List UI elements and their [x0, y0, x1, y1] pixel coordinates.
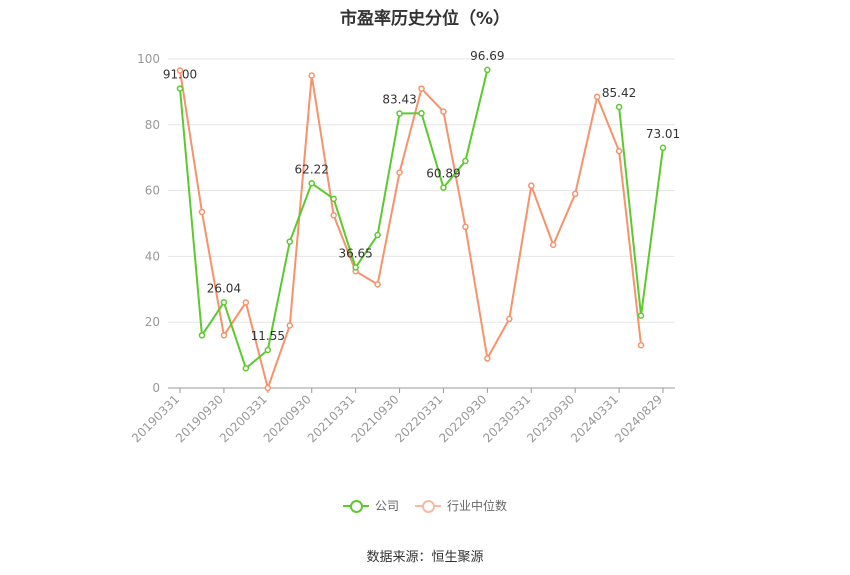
data-point	[659, 144, 667, 152]
data-label: 26.04	[207, 281, 241, 295]
data-point	[637, 341, 645, 349]
legend-label-company: 公司	[374, 499, 399, 513]
data-label: 62.22	[295, 162, 329, 176]
chart-title: 市盈率历史分位（%）	[339, 9, 511, 29]
data-point	[462, 223, 469, 231]
data-label: 60.89	[426, 167, 460, 181]
y-tick-label: 60	[145, 184, 160, 198]
data-point	[462, 157, 469, 165]
data-point	[330, 212, 337, 219]
data-point	[352, 264, 359, 271]
legend: 公司 行业中位数	[0, 497, 850, 514]
data-point	[286, 238, 294, 245]
data-point	[330, 195, 337, 203]
legend-item-industry[interactable]: 行业中位数	[415, 497, 507, 514]
data-point	[528, 182, 535, 189]
data-label: 11.55	[251, 329, 285, 343]
source-note: 数据来源：恒生聚源	[366, 550, 484, 565]
data-point	[286, 322, 294, 329]
data-point	[176, 67, 184, 74]
data-label: 83.43	[382, 93, 416, 107]
data-point	[308, 180, 315, 187]
data-point	[220, 299, 228, 306]
data-point	[484, 355, 491, 362]
y-tick-label: 100	[137, 52, 160, 66]
data-point	[396, 110, 403, 117]
data-point	[440, 184, 447, 191]
data-point	[308, 72, 315, 79]
series-line	[179, 69, 489, 370]
y-tick-label: 0	[152, 381, 160, 395]
data-label: 85.42	[602, 86, 636, 100]
data-point	[615, 103, 623, 111]
data-label: 73.01	[646, 127, 680, 141]
data-point	[198, 332, 206, 339]
data-point	[418, 85, 425, 92]
data-point	[242, 299, 250, 306]
data-point	[264, 346, 272, 354]
x-tick-label: 20240829	[612, 392, 665, 445]
y-tick-label: 20	[145, 315, 160, 329]
data-point	[506, 315, 513, 323]
data-point	[418, 110, 425, 117]
data-point	[374, 231, 381, 239]
data-label: 36.65	[338, 246, 372, 260]
data-label: 91.00	[163, 68, 197, 82]
data-point	[593, 93, 601, 101]
legend-swatch-company	[342, 499, 369, 513]
data-point	[396, 169, 403, 176]
data-point	[637, 312, 645, 319]
data-point	[264, 384, 272, 392]
data-label: 96.69	[470, 49, 504, 63]
data-point	[242, 365, 250, 372]
data-point	[615, 147, 623, 155]
legend-item-company[interactable]: 公司	[342, 497, 399, 514]
data-point	[549, 241, 557, 249]
data-point	[374, 281, 381, 288]
data-point	[571, 190, 579, 198]
data-point	[484, 66, 491, 74]
data-point	[176, 85, 184, 92]
data-point	[198, 208, 206, 216]
y-tick-label: 80	[145, 118, 160, 132]
data-point	[440, 108, 447, 115]
data-point	[220, 332, 228, 339]
y-tick-label: 40	[145, 249, 160, 263]
legend-swatch-industry	[415, 499, 441, 513]
series-line	[179, 70, 643, 392]
legend-label-industry: 行业中位数	[447, 499, 508, 513]
